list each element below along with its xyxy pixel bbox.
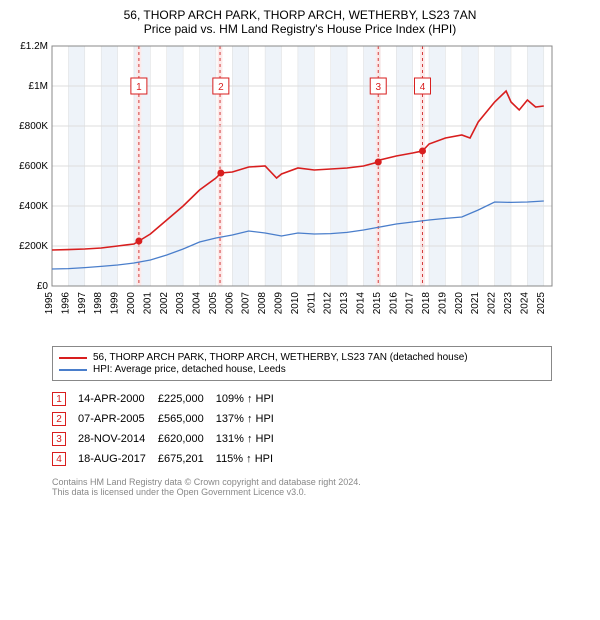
footer-line1: Contains HM Land Registry data © Crown c…	[52, 477, 592, 487]
table-row: 2 07-APR-2005£565,000137% ↑ HPI	[52, 409, 286, 429]
svg-text:2005: 2005	[208, 292, 219, 315]
footer: Contains HM Land Registry data © Crown c…	[52, 477, 592, 497]
svg-text:£600K: £600K	[19, 161, 48, 172]
svg-text:2016: 2016	[388, 292, 399, 315]
svg-text:2014: 2014	[355, 292, 366, 315]
title-main: 56, THORP ARCH PARK, THORP ARCH, WETHERB…	[8, 8, 592, 22]
svg-text:2017: 2017	[405, 292, 416, 315]
svg-text:1: 1	[136, 82, 142, 93]
svg-text:2: 2	[218, 82, 224, 93]
sale-date: 07-APR-2005	[78, 409, 158, 429]
svg-text:2000: 2000	[126, 292, 137, 315]
sale-marker-icon: 2	[52, 412, 66, 426]
table-row: 3 28-NOV-2014£620,000131% ↑ HPI	[52, 429, 286, 449]
svg-text:1997: 1997	[77, 292, 88, 315]
svg-text:£1.2M: £1.2M	[20, 41, 48, 52]
chart-titles: 56, THORP ARCH PARK, THORP ARCH, WETHERB…	[8, 8, 592, 36]
svg-text:£400K: £400K	[19, 201, 48, 212]
svg-text:1995: 1995	[44, 292, 55, 315]
svg-text:2004: 2004	[192, 292, 203, 315]
svg-text:2022: 2022	[487, 292, 498, 315]
svg-text:£0: £0	[37, 281, 49, 292]
sale-marker-icon: 4	[52, 452, 66, 466]
svg-text:2025: 2025	[536, 292, 547, 315]
svg-text:2001: 2001	[142, 292, 153, 315]
legend-label-price: 56, THORP ARCH PARK, THORP ARCH, WETHERB…	[93, 352, 468, 363]
table-row: 4 18-AUG-2017£675,201115% ↑ HPI	[52, 449, 286, 469]
svg-text:2018: 2018	[421, 292, 432, 315]
svg-text:2013: 2013	[339, 292, 350, 315]
svg-text:2010: 2010	[290, 292, 301, 315]
sale-date: 14-APR-2000	[78, 389, 158, 409]
legend: 56, THORP ARCH PARK, THORP ARCH, WETHERB…	[52, 346, 552, 381]
sale-price: £675,201	[158, 449, 216, 469]
sale-delta: 109% ↑ HPI	[216, 389, 286, 409]
svg-text:1998: 1998	[93, 292, 104, 315]
sale-price: £565,000	[158, 409, 216, 429]
svg-text:2023: 2023	[503, 292, 514, 315]
footer-line2: This data is licensed under the Open Gov…	[52, 487, 592, 497]
legend-swatch-price	[59, 357, 87, 359]
svg-text:1996: 1996	[60, 292, 71, 315]
table-row: 1 14-APR-2000£225,000109% ↑ HPI	[52, 389, 286, 409]
sale-date: 28-NOV-2014	[78, 429, 158, 449]
svg-text:4: 4	[420, 82, 426, 93]
svg-text:2019: 2019	[437, 292, 448, 315]
svg-text:£200K: £200K	[19, 241, 48, 252]
legend-row-price: 56, THORP ARCH PARK, THORP ARCH, WETHERB…	[59, 352, 545, 363]
sales-table: 1 14-APR-2000£225,000109% ↑ HPI 2 07-APR-20…	[52, 389, 286, 469]
sale-marker-icon: 1	[52, 392, 66, 406]
chart-area: £0 £200K £400K £600K £800K £1M £1.2M 1995 1996 19…	[8, 40, 592, 340]
svg-text:2015: 2015	[372, 292, 383, 315]
sale-delta: 137% ↑ HPI	[216, 409, 286, 429]
svg-text:2012: 2012	[323, 292, 334, 315]
svg-text:2020: 2020	[454, 292, 465, 315]
sale-delta: 115% ↑ HPI	[216, 449, 286, 469]
legend-swatch-hpi	[59, 369, 87, 371]
sale-date: 18-AUG-2017	[78, 449, 158, 469]
svg-text:2006: 2006	[224, 292, 235, 315]
svg-text:2024: 2024	[519, 292, 530, 315]
svg-text:2011: 2011	[306, 292, 317, 314]
sale-marker-icon: 3	[52, 432, 66, 446]
svg-text:1999: 1999	[110, 292, 121, 315]
svg-text:2003: 2003	[175, 292, 186, 315]
sale-delta: 131% ↑ HPI	[216, 429, 286, 449]
svg-text:2009: 2009	[274, 292, 285, 315]
legend-label-hpi: HPI: Average price, detached house, Leed…	[93, 364, 286, 375]
svg-text:£800K: £800K	[19, 121, 48, 132]
sale-price: £620,000	[158, 429, 216, 449]
sale-price: £225,000	[158, 389, 216, 409]
svg-text:2007: 2007	[241, 292, 252, 315]
svg-text:£1M: £1M	[29, 81, 48, 92]
svg-text:2008: 2008	[257, 292, 268, 315]
svg-text:2021: 2021	[470, 292, 481, 315]
title-sub: Price paid vs. HM Land Registry's House …	[8, 22, 592, 36]
price-chart: £0 £200K £400K £600K £800K £1M £1.2M 1995 1996 19…	[8, 40, 568, 340]
svg-text:3: 3	[375, 82, 381, 93]
legend-row-hpi: HPI: Average price, detached house, Leed…	[59, 364, 545, 375]
svg-text:2002: 2002	[159, 292, 170, 315]
